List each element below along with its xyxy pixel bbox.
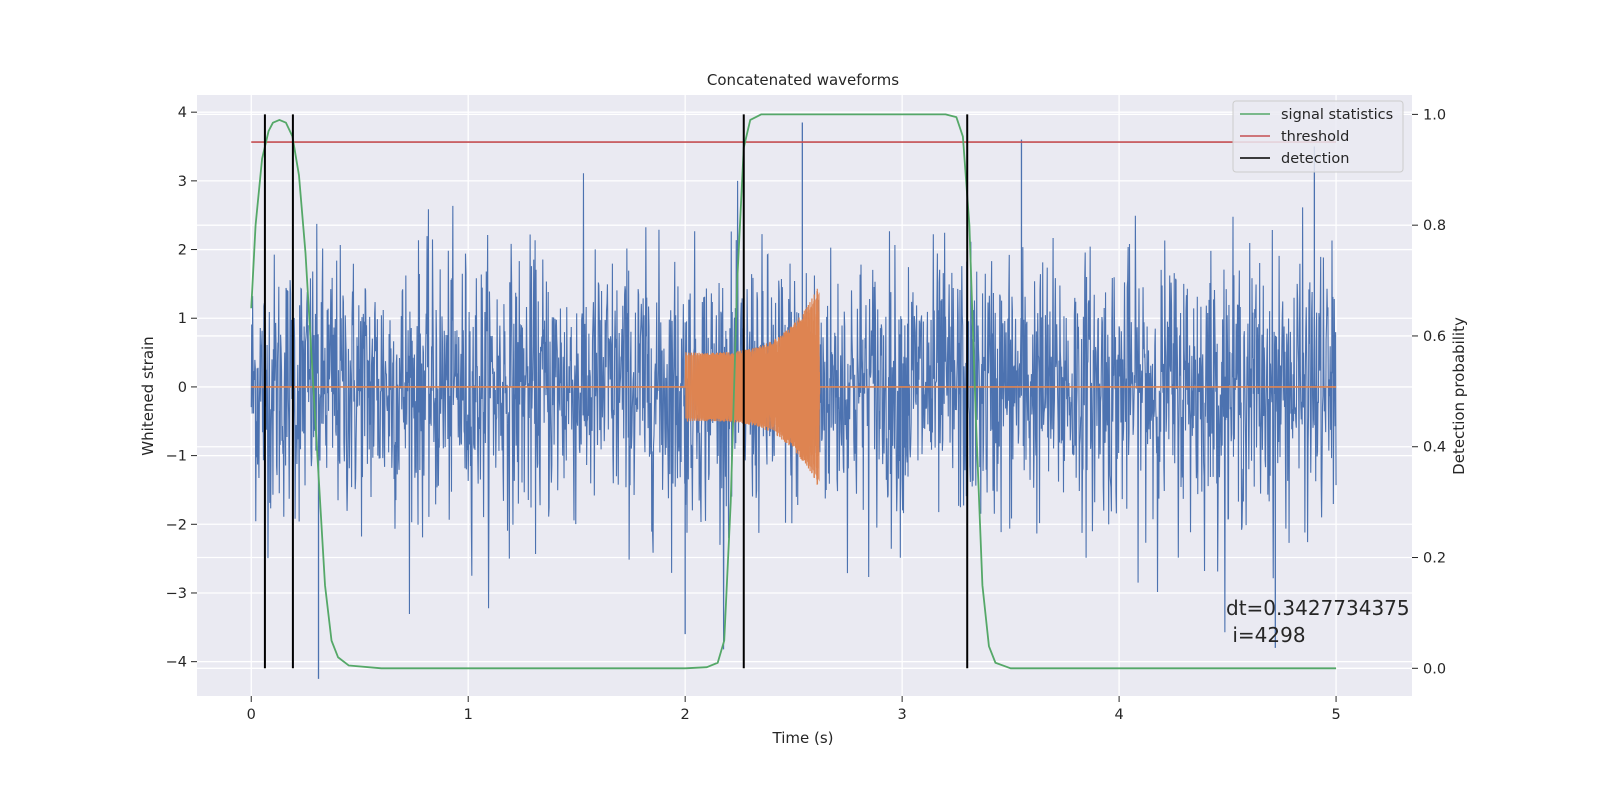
- x-tick-label: 4: [1114, 707, 1123, 723]
- y-tick-label-left: −4: [166, 655, 187, 671]
- x-tick-label: 1: [464, 707, 473, 723]
- annotation-index: i=4298: [1226, 623, 1306, 647]
- y-tick-label-left: 0: [178, 380, 187, 396]
- x-tick-label: 5: [1331, 707, 1340, 723]
- y-tick-label-left: 3: [178, 174, 187, 190]
- annotation-dt: dt=0.3427734375: [1226, 596, 1410, 620]
- y-tick-label-left: 1: [178, 311, 187, 327]
- y-tick-label-left: −3: [166, 586, 187, 602]
- signal-statistics-line: [250, 113, 1337, 670]
- y-tick-label-right: 0.2: [1423, 551, 1446, 567]
- y-axis-label-right: Detection probability: [1450, 317, 1468, 475]
- y-tick-label-right: 1.0: [1423, 107, 1446, 123]
- y-tick-label-left: 4: [178, 105, 187, 121]
- legend: signal statistics threshold detection: [1232, 100, 1404, 173]
- legend-label-detection: detection: [1281, 151, 1349, 167]
- axes: 0 1 2 3 4 5 4 3 2 1 0 −1 −2 −3 −4 1.0 0.8 0.6 0.4 0.2 0.0: [166, 105, 1446, 723]
- x-tick-label: 3: [898, 707, 907, 723]
- y-axis-label-left: Whitened strain: [139, 336, 157, 455]
- legend-box: [1232, 100, 1404, 173]
- y-tick-label-right: 0.8: [1423, 218, 1446, 234]
- y-tick-label-left: 2: [178, 243, 187, 259]
- x-tick-label: 0: [247, 707, 256, 723]
- x-tick-label: 2: [681, 707, 690, 723]
- y-tick-label-right: 0.4: [1423, 440, 1446, 456]
- legend-label-threshold: threshold: [1281, 129, 1349, 145]
- y-tick-label-right: 0.6: [1423, 329, 1446, 345]
- chirp-envelope: [685, 292, 820, 482]
- data-series: [250, 113, 1337, 679]
- y-tick-label-left: −2: [166, 517, 187, 533]
- chart-title: Concatenated waveforms: [707, 71, 899, 89]
- y-tick-label-left: −1: [166, 449, 187, 465]
- y-tick-label-right: 0.0: [1423, 661, 1446, 677]
- x-axis-label: Time (s): [772, 729, 834, 747]
- legend-label-signal-statistics: signal statistics: [1281, 107, 1393, 123]
